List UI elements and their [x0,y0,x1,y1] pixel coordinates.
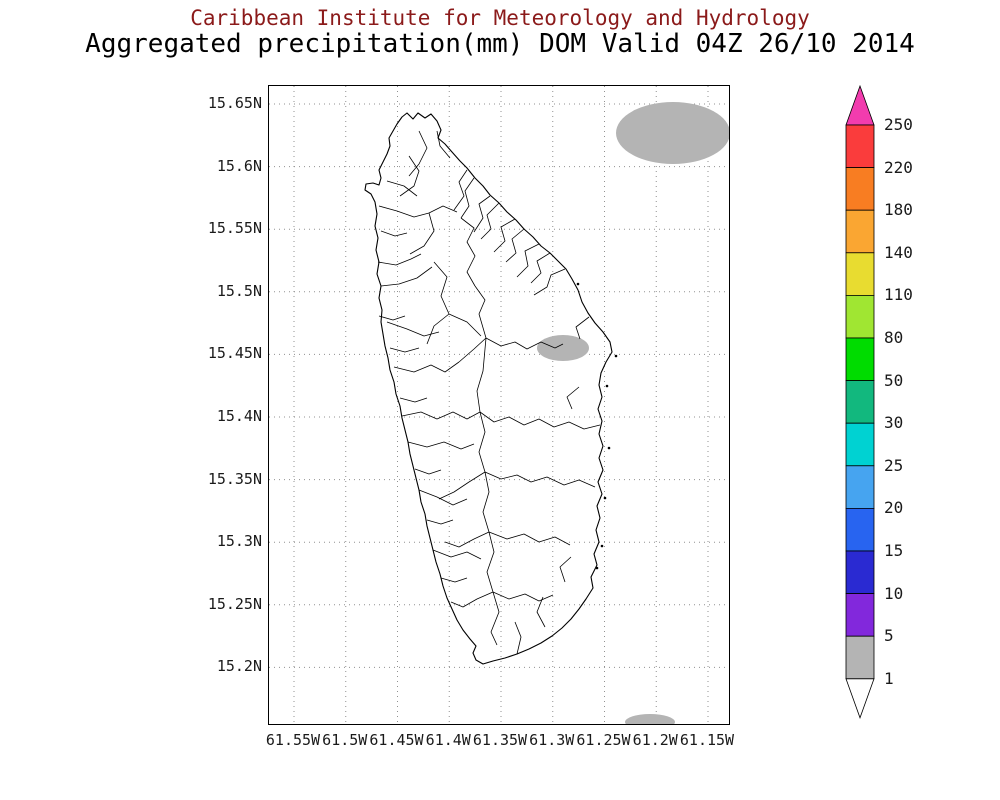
precip-region-offshore-south-edge [625,714,675,724]
x-axis-label: 61.3W [529,731,575,749]
colorbar-upper-arrow [845,85,875,126]
dominica-watershed-map [364,112,618,665]
colorbar-label: 250 [884,115,913,134]
colorbar-label: 25 [884,455,904,475]
colorbar-label: 30 [884,413,904,433]
colorbar-label: 80 [884,328,904,347]
colorbar-label: 1 [884,668,894,688]
colorbar-lower-arrow [845,678,875,719]
y-axis-label: 15.2N [216,657,262,676]
colorbar-band [845,294,875,339]
y-axis-label: 15.5N [216,281,262,300]
x-axis-label: 61.45W [369,731,424,749]
map-canvas [269,86,729,724]
colorbar-band [845,209,875,254]
watershed-boundaries [377,130,601,655]
x-axis-label: 61.35W [472,731,528,749]
colorbar-label: 180 [884,200,913,220]
y-axis-label: 15.45N [207,344,262,363]
y-axis-label: 15.35N [207,469,262,488]
precipitation-colorbar [845,85,875,719]
colorbar-label: 220 [884,157,913,177]
colorbar-label: 10 [884,583,904,603]
colorbar-label: 140 [884,242,913,262]
precip-region-east-central-island [537,335,589,361]
colorbar-band [845,550,875,594]
offshore-islets [576,282,618,570]
colorbar-band [845,124,875,168]
x-axis-label: 61.55W [265,731,321,749]
colorbar-band [845,593,875,637]
colorbar-label: 110 [884,285,913,305]
colorbar-band [845,635,875,680]
map-plot-area [268,85,730,725]
y-axis-label: 15.65N [207,94,262,112]
plot-title: Aggregated precipitation(mm) DOM Valid 0… [85,29,915,59]
colorbar-band [845,337,875,381]
colorbar-band [845,167,875,211]
colorbar-band [845,507,875,552]
colorbar-band [845,422,875,467]
x-axis-label: 61.25W [576,731,631,749]
colorbar-label: 50 [884,370,904,390]
precipitation-shading [537,102,729,724]
colorbar-band [845,465,875,509]
grid-lines [269,86,729,724]
y-axis-label: 15.3N [216,532,262,551]
colorbar-band [845,252,875,296]
x-axis-label: 61.15W [679,731,735,749]
x-axis-label: 61.4W [425,731,471,749]
colorbar-label: 20 [884,498,904,518]
y-axis-label: 15.6N [216,156,262,175]
y-axis-label: 15.55N [207,219,262,238]
institute-title: Caribbean Institute for Meteorology and … [190,6,810,30]
coastline [364,112,613,665]
precip-region-offshore-northeast [616,102,729,164]
colorbar-label: 5 [884,626,894,646]
x-axis-label: 61.5W [322,731,368,749]
colorbar-label: 15 [884,541,904,560]
colorbar-band [845,380,875,424]
y-axis-label: 15.25N [207,594,262,613]
y-axis-label: 15.4N [216,407,262,425]
x-axis-label: 61.2W [632,731,678,749]
